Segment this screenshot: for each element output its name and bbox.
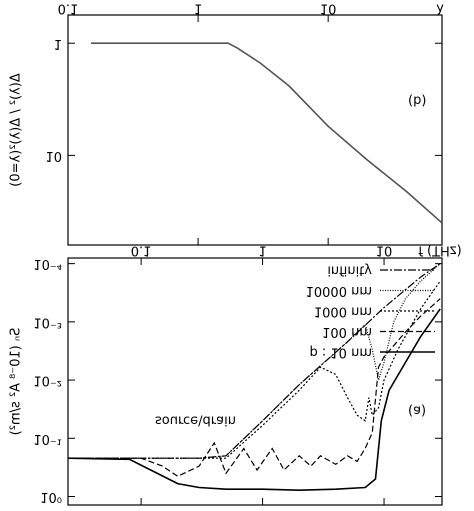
annotation: (a) bbox=[408, 403, 426, 418]
y-tick-label: 10⁻² bbox=[33, 373, 62, 388]
x-axis-label: f (THz) bbox=[418, 243, 461, 258]
data-line bbox=[68, 263, 441, 459]
flipped-figure: 0.1 1 10 10⁰ 10⁻¹ 10⁻² 10⁻³ 10⁻⁴ f (THz) Sₙ (10⁻⁸… bbox=[9, 1, 462, 506]
data-line bbox=[68, 298, 441, 477]
x-tick-label: 1 bbox=[194, 1, 202, 16]
data-line bbox=[68, 263, 441, 459]
x-axis-label: λ bbox=[436, 1, 444, 16]
y-tick-label: 1 bbox=[54, 36, 62, 51]
data-line bbox=[68, 280, 441, 459]
annotation: source\drain bbox=[155, 413, 236, 428]
annotation: (b) bbox=[408, 93, 426, 108]
legend-label: 1000 nm bbox=[314, 304, 372, 319]
y-tick-label: 10 bbox=[45, 148, 62, 163]
plot-frame bbox=[67, 14, 443, 246]
data-line bbox=[90, 42, 442, 224]
y-tick-label: 10⁰ bbox=[40, 489, 62, 504]
y-tick-label: 10⁻³ bbox=[33, 314, 62, 329]
data-line bbox=[68, 308, 441, 492]
x-tick-label: 0.1 bbox=[131, 243, 152, 258]
y-tick-label: 10⁻¹ bbox=[33, 431, 62, 446]
x-tick-label: 10 bbox=[320, 1, 337, 16]
legend-label: 100 nm bbox=[322, 324, 372, 339]
x-tick-label: 1 bbox=[258, 243, 266, 258]
legend-label: infinity bbox=[327, 263, 372, 278]
y-axis-label: Δ(λ)² / Δ(λ)²(λ=0) bbox=[9, 73, 24, 187]
y-axis-label: Sₙ (10⁻⁸ A² s/m²) bbox=[9, 328, 24, 436]
legend-label: 10000 nm bbox=[306, 283, 372, 298]
x-tick-label: 0.1 bbox=[58, 1, 79, 16]
legend-label: p : 10 nm bbox=[310, 345, 372, 360]
x-tick-label: 10 bbox=[376, 243, 393, 258]
y-tick-label: 10⁻⁴ bbox=[33, 256, 62, 271]
plot-frame bbox=[67, 257, 443, 506]
